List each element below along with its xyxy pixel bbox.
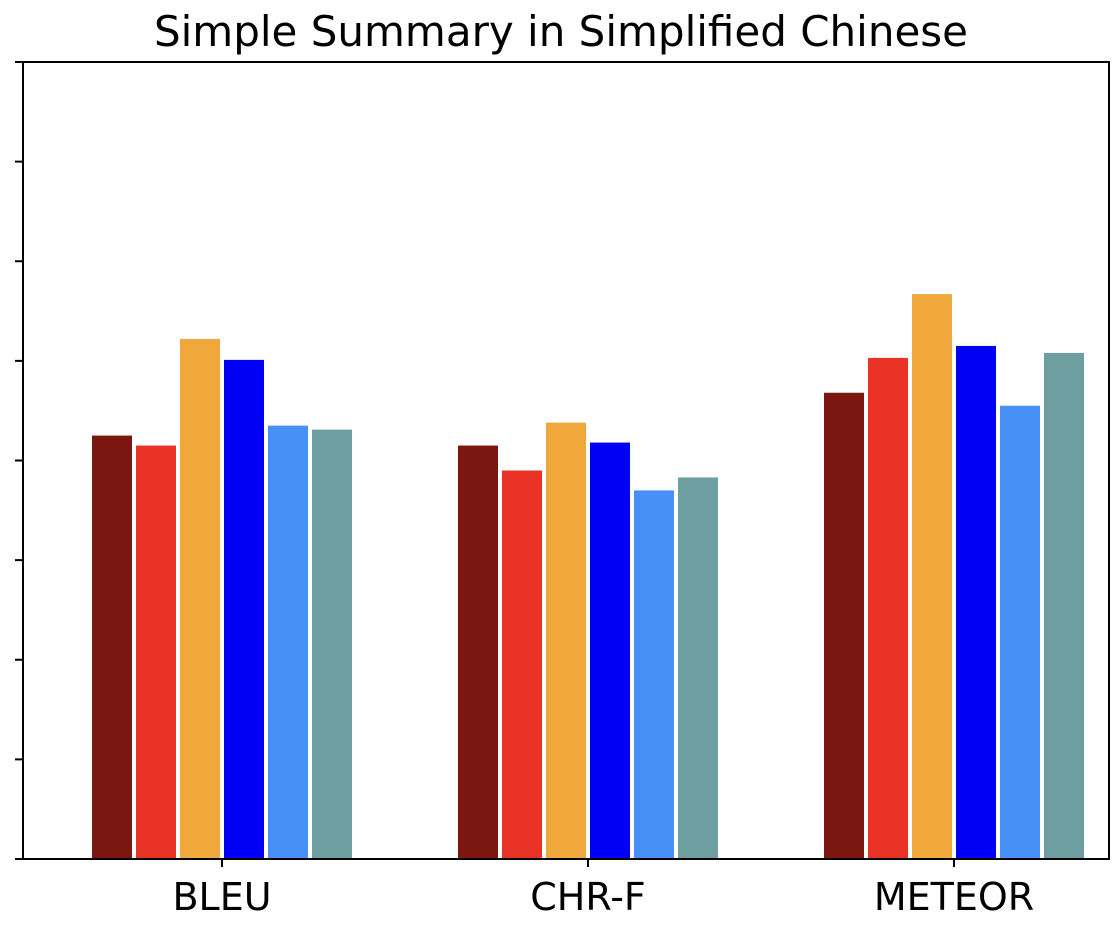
bar-chr-f-series-1 [458, 445, 498, 859]
bar-bleu-series-1 [92, 435, 132, 859]
y-axis-ticks [15, 61, 23, 860]
x-tick-label: CHR-F [530, 875, 646, 919]
bar-meteor-series-2 [868, 357, 908, 859]
chart-title: Simple Summary in Simplified Chinese [154, 7, 968, 56]
x-tick-label: BLEU [172, 875, 271, 919]
x-axis-ticks: BLEU CHR-F METEOR [172, 859, 1034, 919]
bar-chr-f-series-6 [678, 477, 718, 859]
bar-bleu-series-3 [180, 338, 220, 859]
bar-chr-f-series-3 [546, 422, 586, 859]
bar-chr-f-series-2 [502, 470, 542, 859]
x-tick-label: METEOR [874, 875, 1034, 919]
bar-chr-f-series-4 [590, 442, 630, 859]
plot-frame [22, 61, 1110, 860]
bar-meteor-series-6 [1044, 352, 1084, 859]
bar-meteor-series-3 [912, 294, 952, 860]
bar-meteor-series-1 [824, 392, 864, 859]
bar-bleu-series-4 [224, 359, 264, 859]
bar-meteor-series-4 [956, 345, 996, 859]
bar-bleu-series-2 [136, 445, 176, 859]
bar-bleu-series-5 [268, 425, 308, 859]
bars-layer [92, 294, 1084, 860]
bar-chr-f-series-5 [634, 490, 674, 859]
bar-meteor-series-5 [1000, 405, 1040, 859]
bar-bleu-series-6 [312, 429, 352, 859]
